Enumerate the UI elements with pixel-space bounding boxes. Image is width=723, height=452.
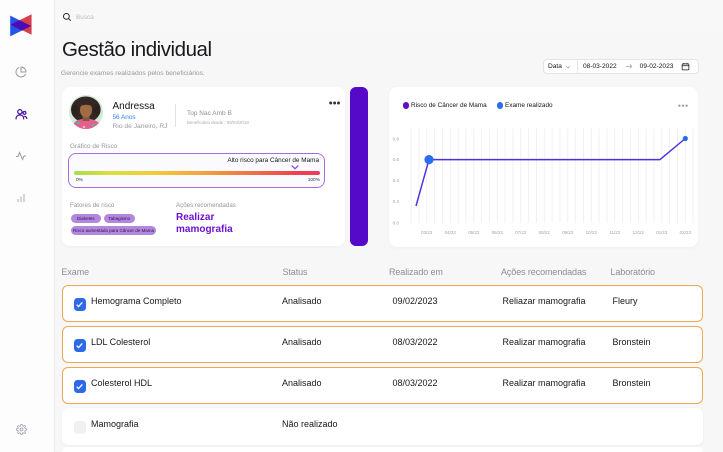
- svg-text:0.2: 0.2: [393, 199, 400, 204]
- svg-text:0.4: 0.4: [393, 178, 400, 183]
- svg-text:06/22: 06/22: [492, 230, 504, 235]
- svg-text:09/22: 09/22: [562, 230, 574, 235]
- svg-text:04/22: 04/22: [445, 230, 457, 235]
- svg-text:08/22: 08/22: [539, 230, 551, 235]
- svg-text:05/22: 05/22: [468, 230, 480, 235]
- svg-text:12/22: 12/22: [633, 230, 645, 235]
- svg-text:01/23: 01/23: [656, 230, 668, 235]
- svg-text:0.8: 0.8: [393, 137, 400, 142]
- svg-text:11/22: 11/22: [609, 230, 620, 235]
- svg-text:07/22: 07/22: [515, 230, 527, 235]
- svg-text:02/23: 02/23: [680, 230, 692, 235]
- svg-text:03/22: 03/22: [421, 230, 433, 235]
- svg-text:10/22: 10/22: [586, 230, 598, 235]
- svg-text:0.0: 0.0: [393, 221, 400, 226]
- svg-text:0.6: 0.6: [393, 157, 400, 162]
